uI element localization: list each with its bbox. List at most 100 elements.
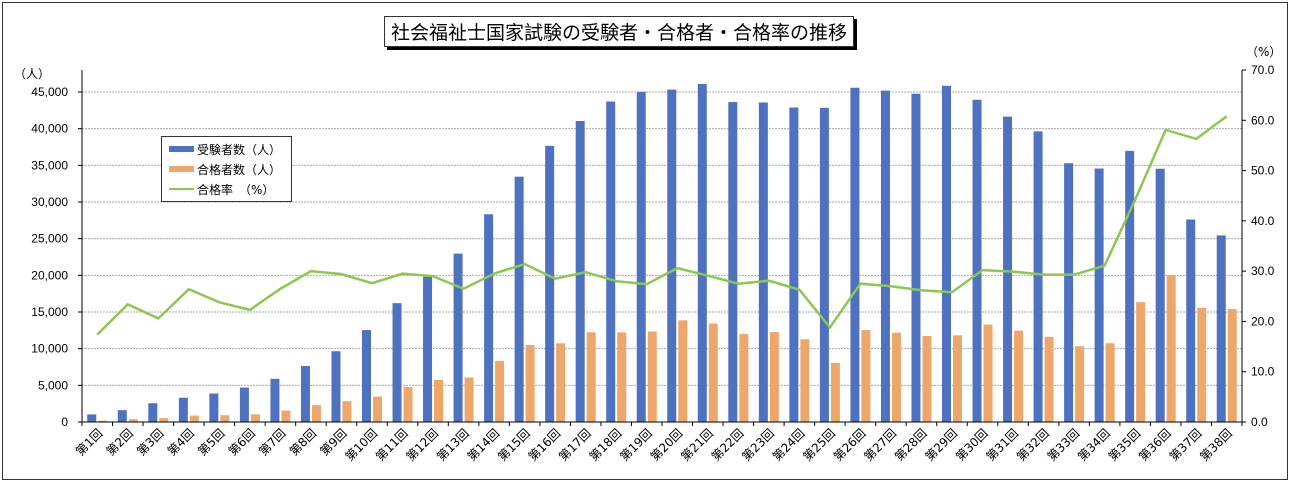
legend: 受験者数（人） 合格者数（人） 合格率 （%）: [161, 136, 292, 202]
bar-examinees: [636, 91, 646, 422]
bar-examinees: [1094, 168, 1104, 422]
x-tick-label: 第12回: [403, 426, 441, 464]
bar-passers: [311, 405, 321, 422]
bar-passers: [281, 410, 291, 422]
legend-item-passers: 合格者数（人）: [162, 159, 291, 179]
bar-examinees: [178, 397, 188, 422]
right-axis-label: （%）: [1246, 45, 1281, 59]
left-tick-label: 20,000: [31, 268, 68, 282]
right-tick-label: 50.0: [1251, 164, 1275, 178]
bar-passers: [739, 334, 749, 422]
bar-passers: [647, 331, 657, 422]
x-tick-label: 第36回: [1136, 426, 1174, 464]
x-tick-label: 第7回: [256, 426, 288, 458]
bar-passers: [525, 344, 535, 422]
x-tick-label: 第38回: [1197, 426, 1235, 464]
left-axis-label: （人）: [14, 67, 50, 81]
bar-passers: [586, 332, 596, 422]
legend-label: 合格者数（人）: [197, 162, 282, 177]
bar-passers: [769, 332, 779, 422]
bar-examinees: [209, 393, 219, 422]
x-tick-label: 第19回: [617, 426, 655, 464]
bar-examinees: [1186, 219, 1196, 422]
bar-examinees: [484, 214, 494, 422]
left-tick-label: 10,000: [31, 342, 68, 356]
bar-examinees: [87, 414, 97, 422]
bar-passers: [373, 396, 382, 422]
chart-title: 社会福祉士国家試験の受験者・合格者・合格率の推移: [384, 16, 855, 47]
bar-examinees: [972, 99, 982, 422]
bar-passers: [708, 323, 718, 422]
bar-passers: [495, 360, 505, 422]
x-tick-label: 第25回: [800, 426, 838, 464]
bar-examinees: [514, 176, 524, 422]
bar-examinees: [1064, 163, 1074, 422]
x-tick-label: 第5回: [195, 426, 227, 458]
bar-passers: [1227, 309, 1237, 422]
left-tick-label: 5,000: [38, 378, 68, 392]
legend-label: 合格率 （%）: [197, 182, 275, 197]
bar-passers: [220, 415, 230, 422]
x-tick-label: 第31回: [983, 426, 1021, 464]
bar-examinees: [758, 102, 768, 422]
x-tick-label: 第34回: [1075, 426, 1113, 464]
bar-examinees: [1125, 150, 1135, 422]
legend-item-pass-rate: 合格率 （%）: [162, 179, 291, 199]
x-tick-label: 第1回: [73, 426, 105, 458]
legend-swatch: [169, 146, 194, 152]
x-tick-label: 第13回: [434, 426, 472, 464]
bar-passers: [800, 339, 810, 422]
x-tick-label: 第3回: [134, 426, 166, 458]
x-tick-label: 第18回: [587, 426, 625, 464]
x-tick-label: 第15回: [495, 426, 533, 464]
bar-examinees: [453, 253, 463, 422]
bar-examinees: [1003, 116, 1013, 422]
x-tick-label: 第32回: [1014, 426, 1052, 464]
x-tick-label: 第35回: [1106, 426, 1144, 464]
bar-examinees: [270, 378, 280, 422]
bar-examinees: [850, 87, 860, 423]
right-tick-label: 70.0: [1251, 63, 1275, 77]
bar-passers: [189, 415, 199, 422]
bar-passers: [250, 414, 260, 422]
x-tick-label: 第11回: [373, 426, 411, 464]
x-tick-label: 第8回: [287, 426, 319, 458]
bar-passers: [617, 332, 627, 422]
left-tick-label: 25,000: [31, 232, 68, 246]
bar-passers: [1075, 346, 1085, 422]
bar-examinees: [667, 89, 677, 423]
bar-examinees: [942, 85, 951, 423]
bar-examinees: [1216, 235, 1226, 422]
x-tick-label: 第4回: [165, 426, 197, 458]
bar-passers: [159, 418, 169, 422]
left-tick-label: 40,000: [31, 122, 68, 136]
x-tick-label: 第14回: [465, 426, 503, 464]
bar-examinees: [911, 93, 921, 423]
x-tick-label: 第29回: [922, 426, 960, 464]
bar-passers: [1014, 330, 1024, 422]
x-tick-label: 第2回: [104, 426, 136, 458]
left-tick-label: 15,000: [31, 305, 68, 319]
x-tick-label: 第26回: [831, 426, 869, 464]
bar-passers: [891, 332, 901, 422]
bar-passers: [556, 343, 566, 422]
bar-passers: [128, 419, 138, 422]
line-pass-rate: [96, 115, 1228, 336]
bar-examinees: [117, 410, 127, 422]
bar-passers: [403, 386, 413, 422]
x-tick-label: 第37回: [1167, 426, 1205, 464]
left-tick-label: 35,000: [31, 158, 68, 172]
x-tick-label: 第17回: [556, 426, 594, 464]
x-tick-label: 第21回: [678, 426, 716, 464]
right-tick-label: 0.0: [1251, 415, 1268, 429]
bar-passers: [1044, 336, 1054, 422]
x-tick-label: 第30回: [953, 426, 991, 464]
bar-examinees: [575, 121, 585, 422]
left-tick-label: 30,000: [31, 195, 68, 209]
bar-passers: [1136, 302, 1146, 422]
legend-label: 受験者数（人）: [197, 142, 282, 157]
bar-examinees: [331, 351, 341, 422]
bar-passers: [983, 324, 993, 422]
